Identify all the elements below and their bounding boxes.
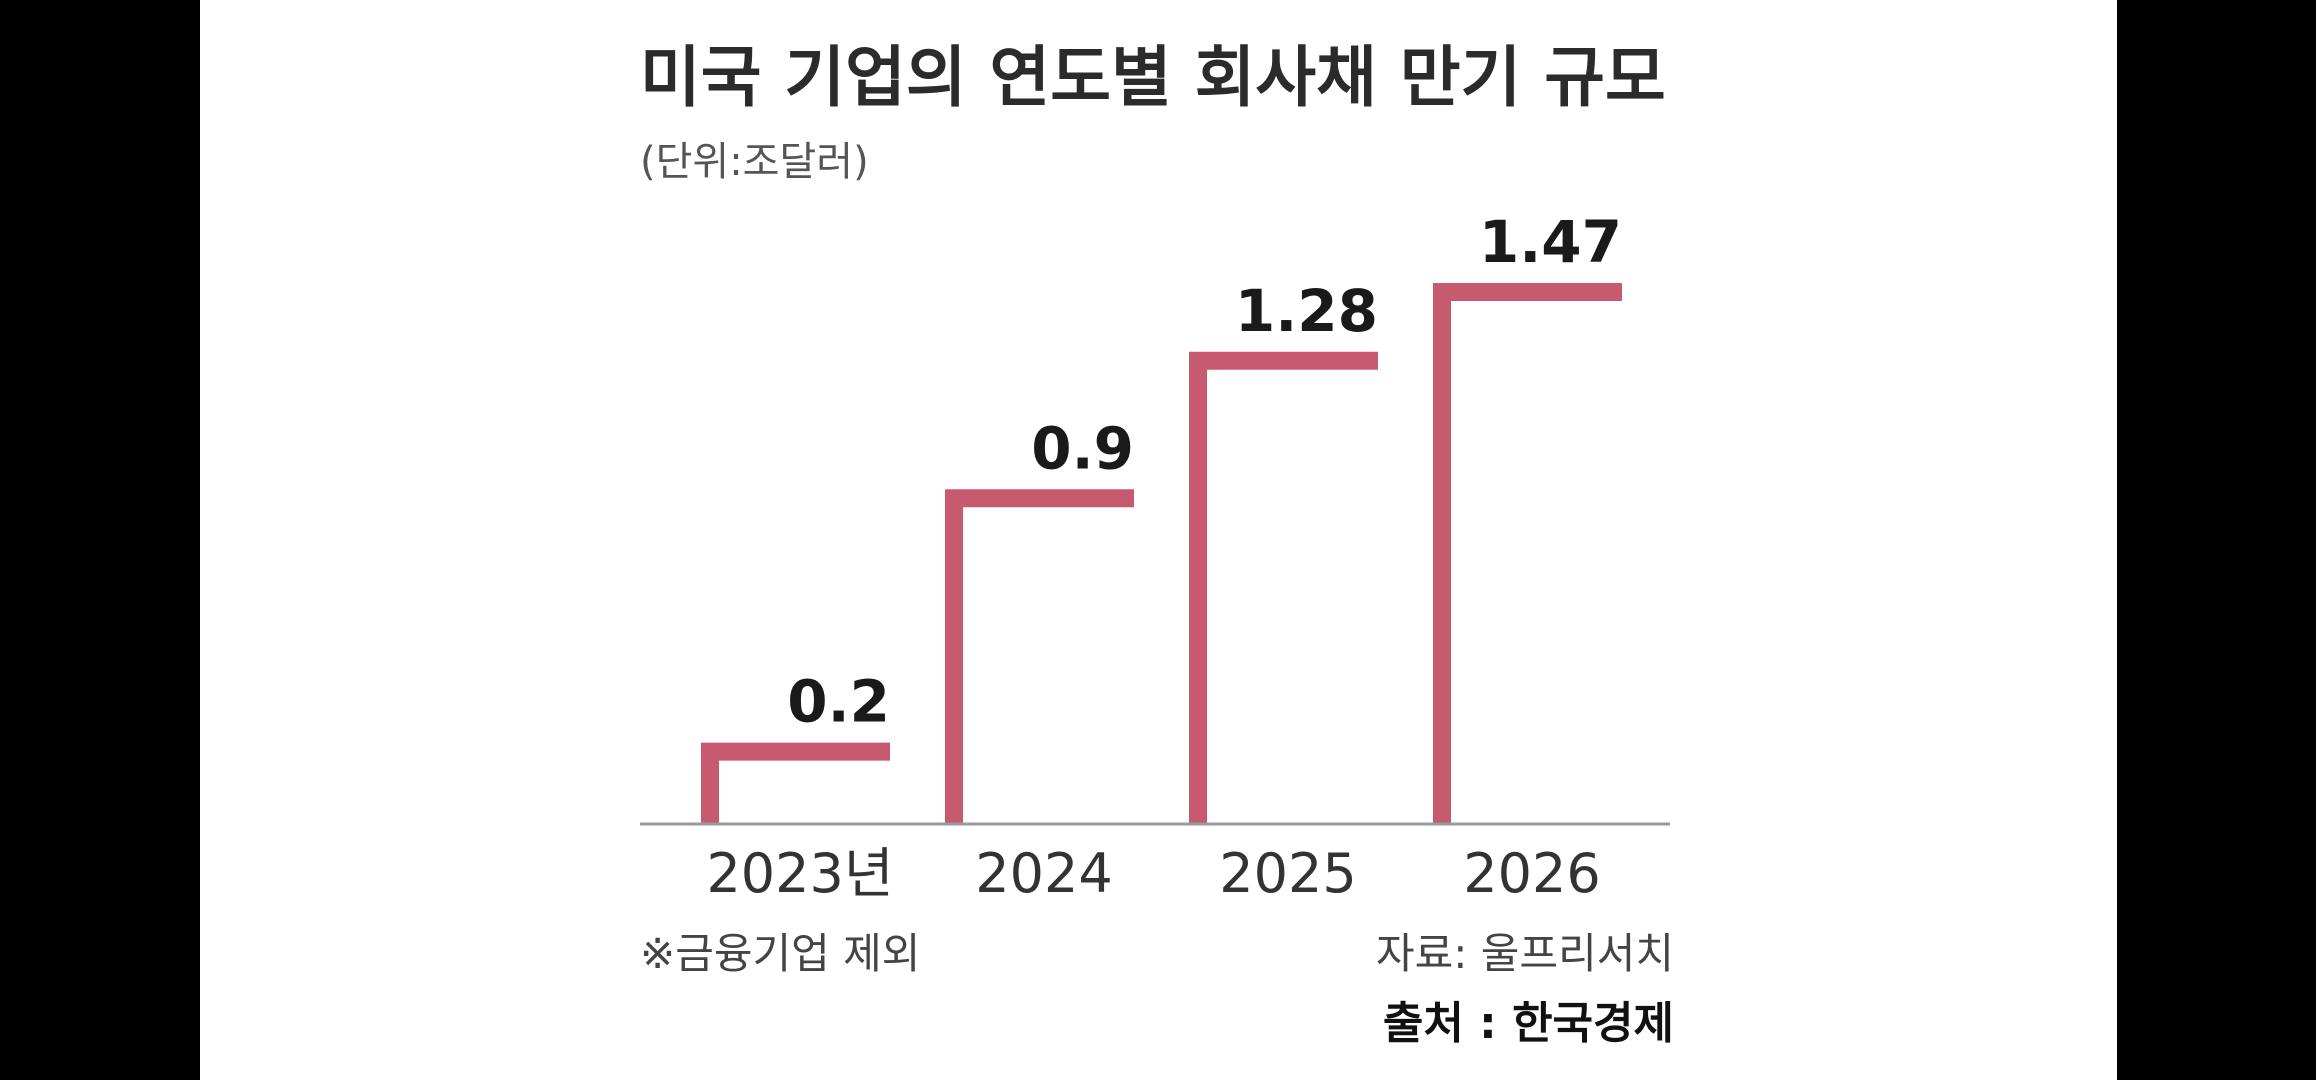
x-tick-label-1: 2024 xyxy=(975,842,1112,905)
bar-0 xyxy=(701,742,890,824)
value-label-3: 1.47 xyxy=(1479,208,1622,276)
x-tick-label-2: 2025 xyxy=(1219,842,1356,905)
x-tick-label-0: 2023년 xyxy=(706,842,893,905)
chart-title: 미국 기업의 연도별 회사채 만기 규모 xyxy=(640,39,1666,116)
bars-group xyxy=(701,283,1622,824)
x-tick-labels: 2023년 2024 2025 2026 xyxy=(706,842,1600,905)
value-label-1: 0.9 xyxy=(1031,414,1134,482)
unit-label: (단위:조달러) xyxy=(640,139,869,185)
value-label-0: 0.2 xyxy=(787,668,890,736)
chart-panel: 미국 기업의 연도별 회사채 만기 규모 (단위:조달러) 2023년 2024 2… xyxy=(200,0,2117,1080)
bar-1 xyxy=(945,489,1134,824)
credit-label: 출처 : 한국경제 xyxy=(1383,998,1674,1049)
x-tick-label-3: 2026 xyxy=(1463,842,1600,905)
bar-2 xyxy=(1189,351,1378,824)
chart-svg: 미국 기업의 연도별 회사채 만기 규모 (단위:조달러) 2023년 2024 2… xyxy=(640,39,1674,1049)
source-label: 자료: 울프리서치 xyxy=(1376,929,1674,978)
bar-3 xyxy=(1433,283,1622,824)
footnote: ※금융기업 제외 xyxy=(640,929,920,978)
value-labels: 0.2 0.9 1.28 1.47 xyxy=(787,208,1622,736)
value-label-2: 1.28 xyxy=(1235,277,1378,345)
